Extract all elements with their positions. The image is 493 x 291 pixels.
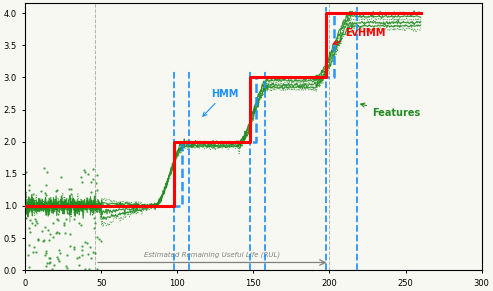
Text: Estimated Remaining Useful Life (RUL): Estimated Remaining Useful Life (RUL) [144, 251, 281, 258]
Text: Features: Features [361, 103, 420, 118]
Text: EvHMM: EvHMM [333, 28, 385, 45]
Text: HMM: HMM [203, 89, 238, 116]
